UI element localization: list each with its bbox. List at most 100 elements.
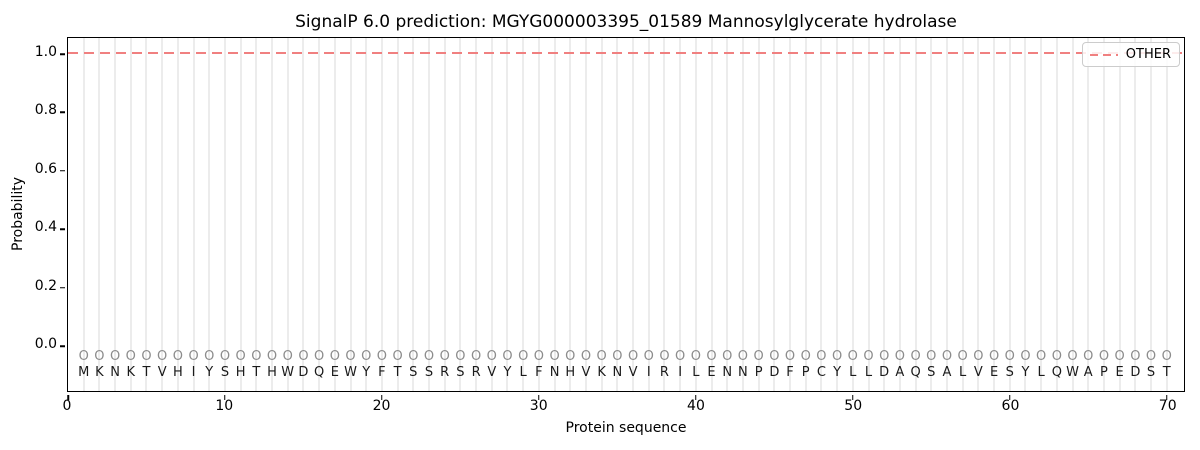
residue-letter: T [142,365,151,380]
gridline [522,38,525,391]
residue-letter: E [989,365,999,380]
residue-letter: V [157,365,167,380]
residue-prediction-marker: O [627,349,639,364]
gridline [302,38,305,391]
gridline [726,38,729,391]
residue-letter: Y [503,365,512,380]
residue-prediction-marker: O [941,349,953,364]
residue-prediction-marker: O [423,349,435,364]
chart-title: SignalP 6.0 prediction: MGYG000003395_01… [295,12,957,32]
residue-prediction-marker: O [863,349,874,364]
gridline [1055,38,1058,391]
gridline [82,38,85,391]
gridline [773,38,776,391]
gridline [239,38,242,391]
legend-label: OTHER [1125,47,1171,62]
gridline [836,38,839,391]
residue-prediction-marker: O [392,349,403,364]
residue-letter: E [330,365,339,380]
gridline [569,38,572,391]
x-tick-mark [695,394,697,400]
residue-prediction-marker: O [1145,349,1157,364]
residue-letter: P [1100,365,1108,380]
residue-prediction-marker: O [1004,349,1015,364]
residue-prediction-marker: O [988,349,1000,364]
residue-prediction-marker: O [690,349,701,364]
residue-letter: F [535,365,543,380]
gridline [412,38,415,391]
residue-prediction-marker: O [1098,349,1110,364]
residue-letter: D [1130,365,1141,380]
residue-letter: Q [1051,365,1062,380]
residue-prediction-marker: O [172,349,183,364]
residue-prediction-marker: O [408,349,419,364]
gridline [1087,38,1090,391]
gridline [1071,38,1074,391]
residue-prediction-marker: O [675,349,686,364]
x-tick-label: 40 [687,398,705,414]
gridline [977,38,980,391]
residue-prediction-marker: O [251,349,262,364]
residue-prediction-marker: O [345,349,356,364]
residue-letter: S [220,365,230,380]
residue-prediction-marker: O [1161,349,1172,364]
residue-prediction-marker: O [910,349,921,364]
gridline [632,38,635,391]
residue-letter: E [707,365,716,380]
residue-letter: K [597,365,606,380]
x-tick-mark [1165,394,1168,400]
residue-prediction-marker: O [329,349,340,364]
gridline [380,38,383,391]
residue-prediction-marker: O [502,349,513,364]
residue-prediction-marker: O [737,349,749,364]
residue-letter: Y [833,365,842,380]
x-tick-label: 10 [215,398,234,414]
gridline [271,38,274,391]
x-tick-label: 20 [372,398,391,414]
y-tick-mark [59,345,65,347]
residue-prediction-marker: O [109,349,121,364]
residue-letter: D [298,365,309,380]
residue-prediction-marker: O [125,349,136,364]
gridline [114,38,117,391]
y-tick-label: 0.0 [34,336,57,352]
residue-prediction-marker: O [580,349,592,364]
residue-prediction-marker: O [800,349,811,364]
gridline [333,38,336,391]
residue-prediction-marker: O [879,349,890,364]
residue-prediction-marker: O [282,349,293,364]
residue-prediction-marker: O [533,349,544,364]
residue-letter: N [612,365,623,380]
residue-letter: V [973,365,983,380]
x-tick-mark [852,394,854,400]
gridline [318,38,321,391]
gridline [255,38,258,391]
residue-letter: A [1083,365,1093,380]
residue-prediction-marker: O [1020,349,1031,364]
residue-letter: W [344,365,357,380]
